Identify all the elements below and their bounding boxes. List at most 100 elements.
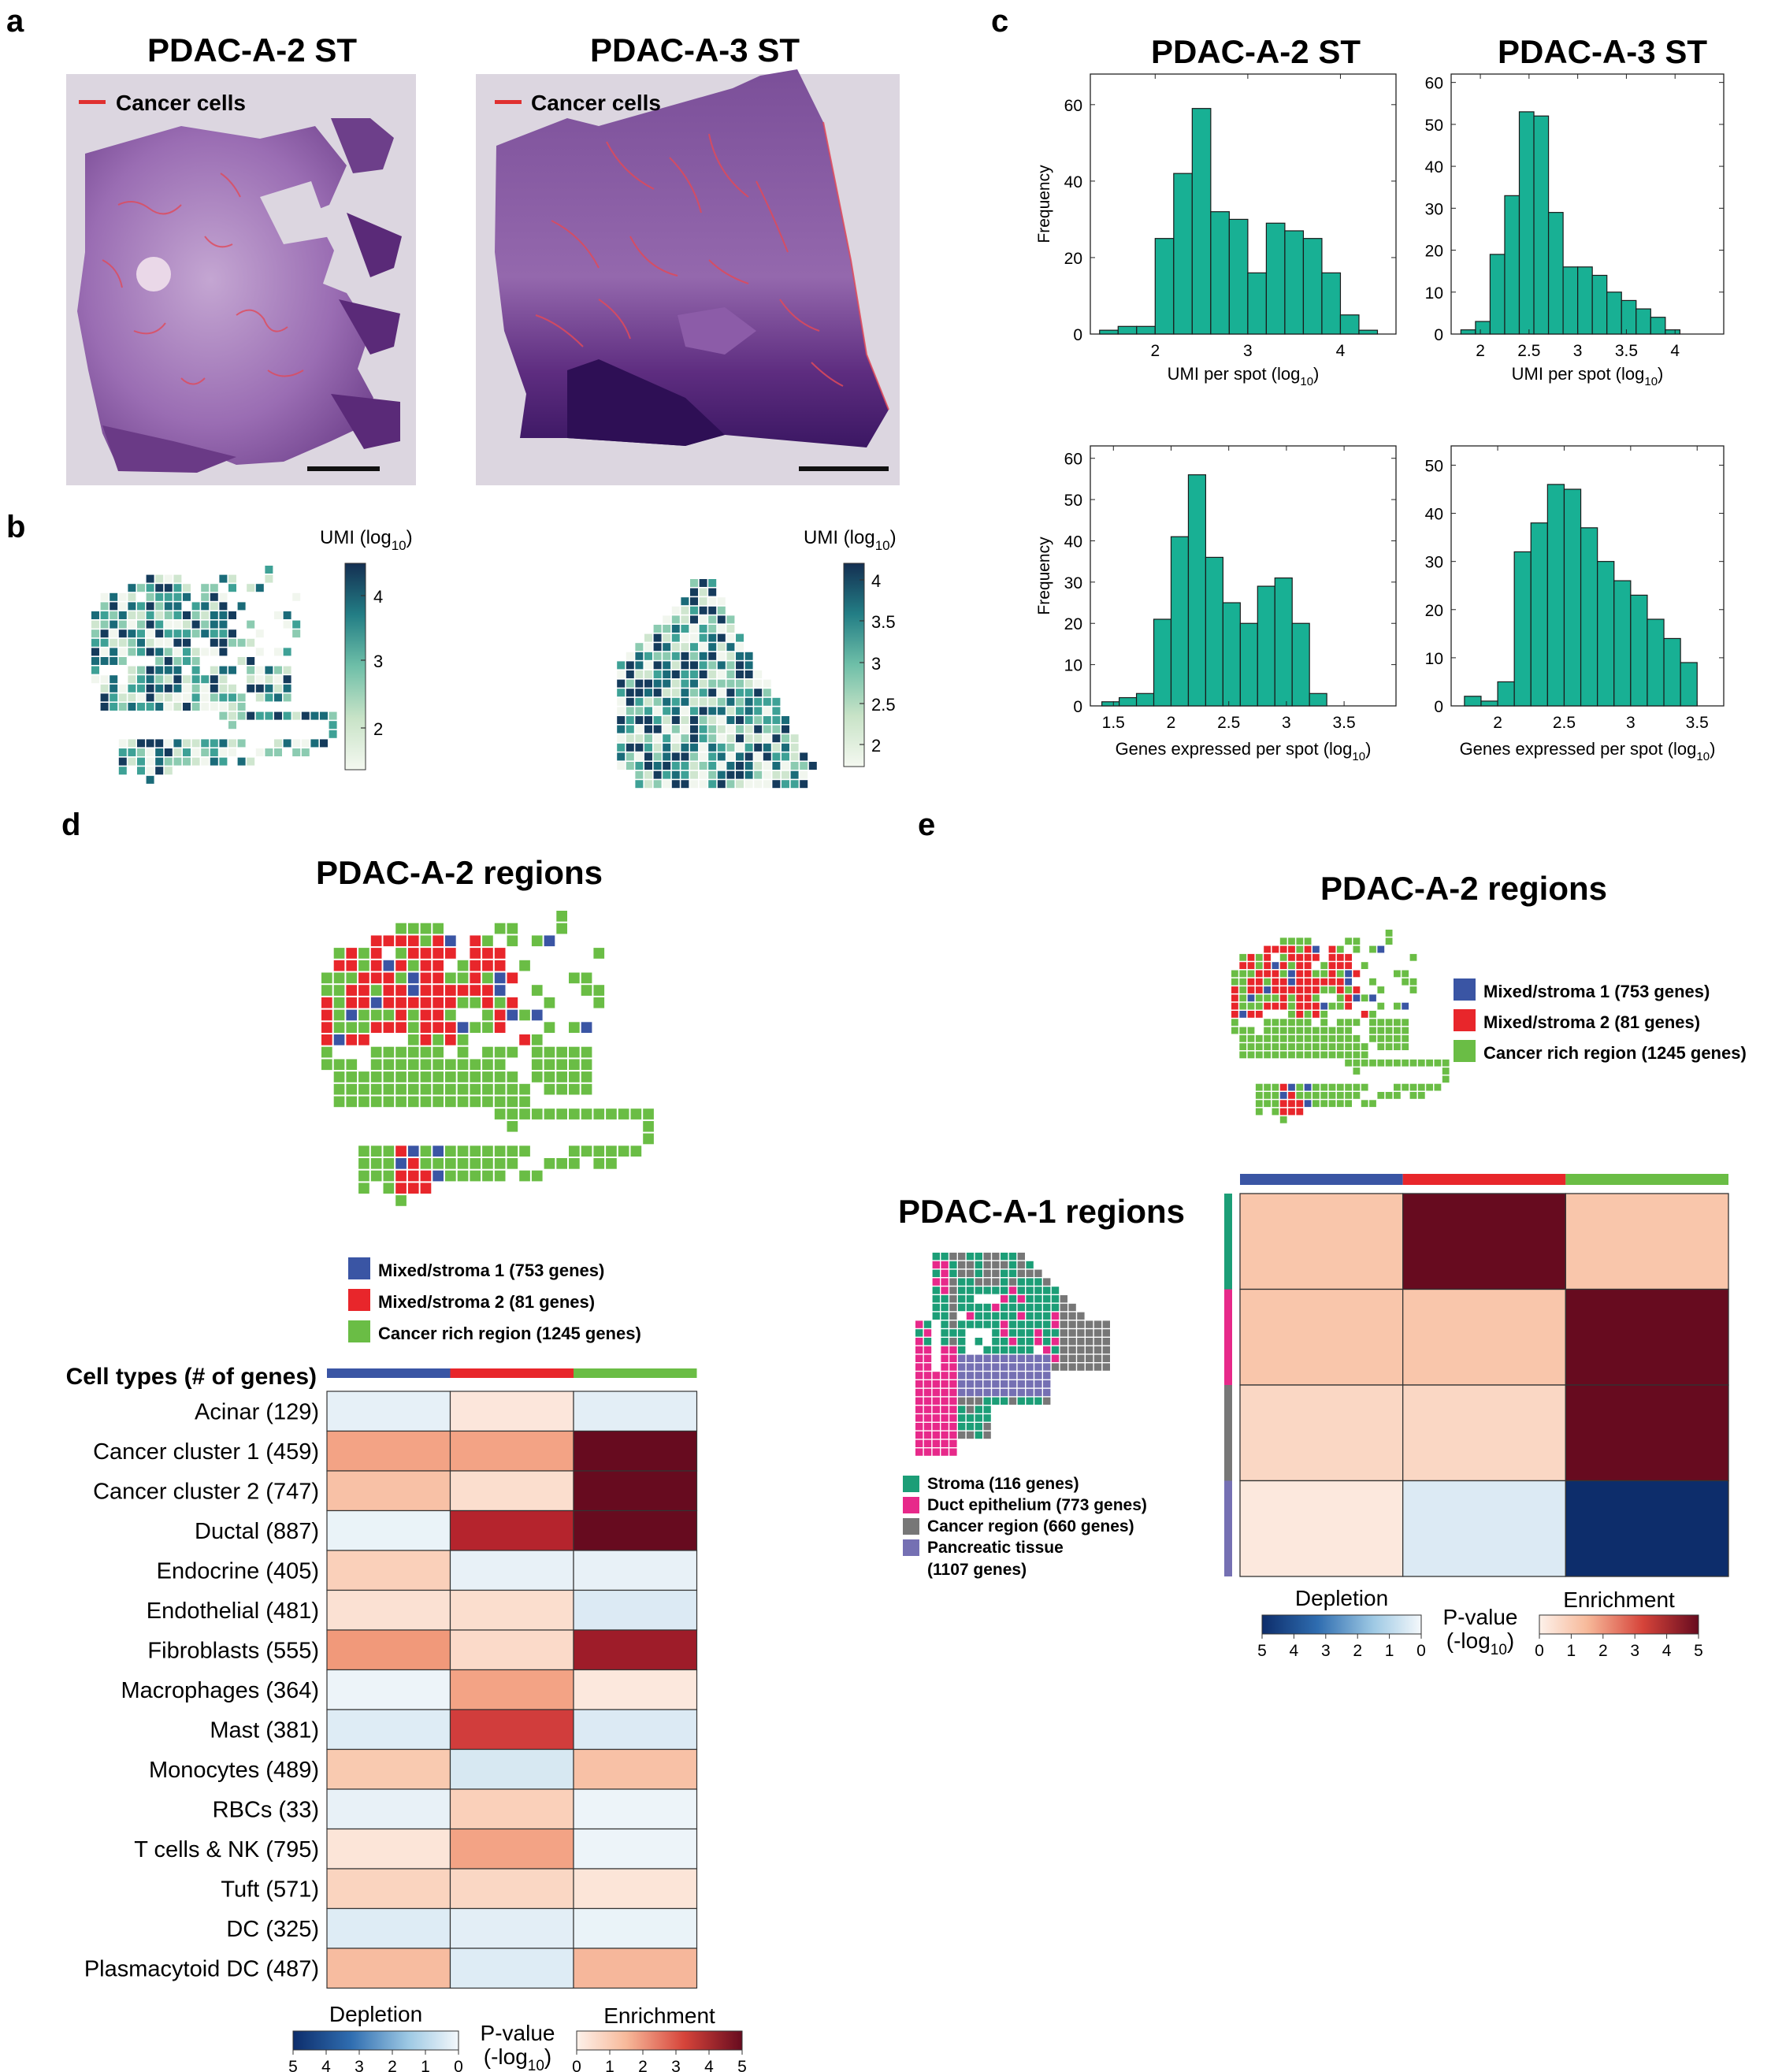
region-spot xyxy=(1043,1278,1051,1286)
region-spot xyxy=(1068,1338,1076,1346)
region-spot xyxy=(1043,1354,1051,1362)
umi-spot xyxy=(726,780,735,789)
region-spot xyxy=(1394,1034,1401,1042)
umi-spot xyxy=(219,638,228,647)
region-spot xyxy=(420,997,432,1008)
umi-spot xyxy=(736,661,744,670)
region-spot xyxy=(433,923,444,934)
umi-spot xyxy=(754,716,763,724)
region-spot xyxy=(569,1083,580,1095)
umi-spot xyxy=(128,620,136,629)
heatmap-row-label: Ductal (887) xyxy=(195,1519,319,1544)
umi-spot xyxy=(681,615,689,624)
histogram-bar xyxy=(1358,329,1379,335)
region-spot xyxy=(1043,1346,1051,1354)
region-spot xyxy=(1001,1320,1008,1328)
region-spot xyxy=(992,1320,1000,1328)
umi-spot xyxy=(155,748,164,756)
region-spot xyxy=(569,1146,580,1157)
region-spot xyxy=(1377,1019,1385,1027)
umi-spot xyxy=(137,620,145,629)
umi-spot xyxy=(681,670,689,678)
x-axis-label: Genes expressed per spot (log10) xyxy=(1460,739,1716,763)
region-spot xyxy=(457,985,469,996)
region-spot xyxy=(1272,1027,1279,1034)
region-spot xyxy=(1345,1034,1352,1042)
x-tick-label: 4 xyxy=(1670,342,1680,360)
region-spot xyxy=(1377,1034,1385,1042)
umi-spot xyxy=(699,752,707,761)
region-spot xyxy=(1060,1295,1067,1303)
umi-spot xyxy=(772,707,781,715)
region-spot xyxy=(1272,1034,1279,1042)
heatmap-row-label: T cells & NK (795) xyxy=(134,1837,319,1862)
region-spot xyxy=(494,1059,506,1071)
umi-spot xyxy=(137,638,145,647)
heatmap-row-label: RBCs (33) xyxy=(213,1797,319,1822)
umi-spot xyxy=(690,752,698,761)
heatmap-cell xyxy=(1565,1193,1729,1290)
region-spot xyxy=(433,1009,444,1021)
region-spot xyxy=(1239,1011,1247,1018)
umi-spot xyxy=(744,670,753,678)
colorbar-tick-label: 4 xyxy=(871,571,881,591)
region-spot xyxy=(395,1071,407,1082)
umi-spot xyxy=(183,748,191,756)
region-spot xyxy=(556,1158,567,1169)
region-spot xyxy=(606,1146,617,1157)
region-spot xyxy=(915,1397,923,1405)
umi-spot xyxy=(708,752,717,761)
umi-spot xyxy=(283,711,291,720)
region-spot xyxy=(1026,1303,1034,1312)
region-spot xyxy=(915,1388,923,1397)
region-spot xyxy=(1239,1043,1247,1050)
umi-spot xyxy=(708,707,717,715)
region-spot xyxy=(1272,1092,1279,1099)
umi-spot xyxy=(736,652,744,660)
region-spot xyxy=(383,972,395,984)
scale-tick-label: 4 xyxy=(704,2058,714,2072)
umi-spot xyxy=(699,679,707,688)
region-spot xyxy=(958,1320,966,1328)
umi-spot xyxy=(736,716,744,724)
region-spot xyxy=(1043,1397,1051,1405)
umi-spot xyxy=(118,703,127,711)
umi-spot xyxy=(663,661,671,670)
umi-spot xyxy=(146,592,154,601)
region-spot xyxy=(544,935,555,947)
umi-spot xyxy=(626,725,634,733)
region-spot xyxy=(433,1059,444,1071)
region-spot xyxy=(1051,1312,1060,1320)
region-spot xyxy=(1296,962,1304,969)
region-spot xyxy=(383,1183,395,1194)
region-spot xyxy=(1001,1295,1008,1303)
region-spot xyxy=(1077,1338,1085,1346)
umi-spot xyxy=(329,721,337,730)
region-spot xyxy=(923,1329,932,1337)
umi-spot xyxy=(146,757,154,766)
umi-spot xyxy=(644,734,652,743)
region-spot xyxy=(1034,1388,1042,1397)
region-spot xyxy=(333,1083,345,1095)
region-spot xyxy=(494,923,506,934)
region-spot xyxy=(1296,970,1304,978)
umi-spot xyxy=(800,752,808,761)
histogram-bar xyxy=(1170,536,1190,707)
x-tick-label: 2.5 xyxy=(1217,714,1240,732)
colorbar-tick-label: 3 xyxy=(871,654,881,674)
umi-spot xyxy=(717,752,726,761)
region-spot xyxy=(992,1278,1000,1286)
umi-spot xyxy=(164,629,173,638)
histogram-bar xyxy=(1647,618,1665,707)
region-spot xyxy=(949,1431,957,1439)
umi-spot xyxy=(772,697,781,706)
region-spot xyxy=(949,1363,957,1371)
umi-spot xyxy=(708,606,717,615)
region-spot xyxy=(1279,962,1287,969)
region-spot xyxy=(420,1034,432,1045)
umi-spot xyxy=(164,675,173,684)
region-spot xyxy=(958,1329,966,1337)
region-spot xyxy=(1017,1380,1025,1388)
umi-spot xyxy=(690,588,698,596)
umi-spot xyxy=(91,675,99,684)
